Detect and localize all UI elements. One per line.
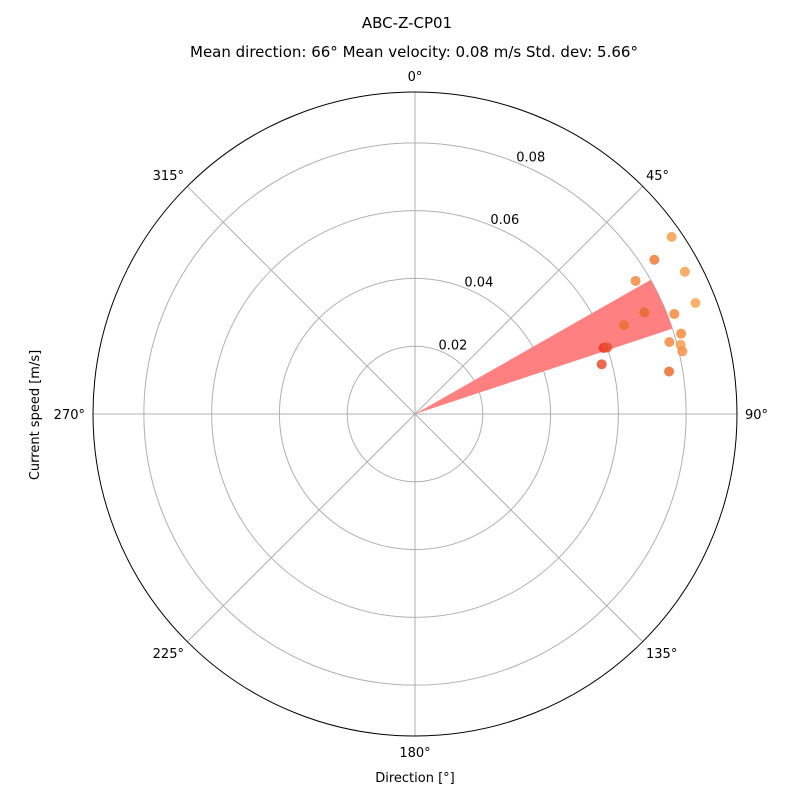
data-point [690, 297, 701, 308]
x-axis-label: Direction [°] [375, 771, 455, 786]
r-tick-label: 0.02 [438, 338, 467, 353]
data-point [664, 366, 675, 377]
data-point [666, 231, 677, 242]
data-point [679, 266, 690, 277]
angular-gridline [414, 185, 644, 415]
data-point [677, 346, 688, 357]
data-point [676, 328, 687, 339]
r-tick-label: 0.06 [490, 213, 519, 228]
data-point [596, 359, 607, 370]
theta-tick-label: 45° [646, 169, 669, 184]
angular-gridline [186, 413, 416, 643]
theta-tick-label: 0° [408, 70, 423, 85]
y-axis-label: Current speed [m/s] [28, 350, 43, 480]
r-tick-label: 0.08 [516, 150, 545, 165]
theta-tick-label: 90° [745, 408, 768, 423]
mean-direction-wedge [415, 279, 673, 414]
theta-tick-label: 225° [153, 647, 184, 662]
r-tick-label: 0.04 [464, 276, 493, 291]
polar-grid [93, 92, 737, 736]
theta-tick-label: 135° [646, 647, 677, 662]
data-point [619, 320, 630, 331]
chart-title: ABC-Z-CP01 [362, 14, 452, 32]
data-point [639, 307, 650, 318]
angular-gridline [414, 413, 644, 643]
data-layer [415, 231, 701, 414]
angular-gridline [186, 185, 416, 415]
data-point [630, 275, 641, 286]
data-point [664, 337, 675, 348]
chart-subtitle: Mean direction: 66° Mean velocity: 0.08 … [190, 43, 638, 61]
theta-tick-label: 270° [54, 408, 85, 423]
theta-tick-label: 180° [399, 746, 430, 761]
data-point [669, 308, 680, 319]
theta-tick-label: 315° [153, 169, 184, 184]
polar-outer-ring [92, 91, 738, 737]
label-layer: 0° 45° 90° 135° 180° 225° 270° 315° 0.02 0.04 0.06… [54, 70, 768, 761]
data-point [649, 254, 660, 265]
data-point [602, 342, 613, 353]
